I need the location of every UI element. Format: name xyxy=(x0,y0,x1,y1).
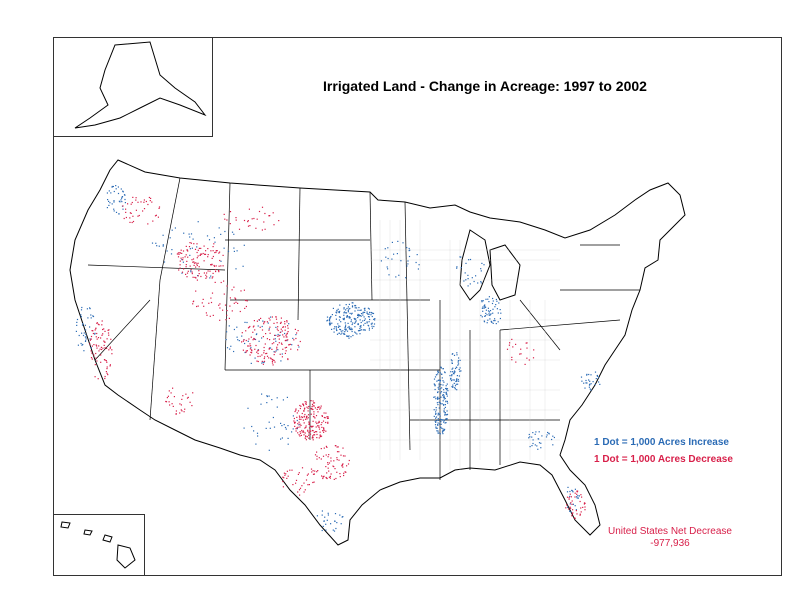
hawaii-big-island xyxy=(116,544,136,569)
legend-increase: 1 Dot = 1,000 Acres Increase xyxy=(594,437,729,448)
net-change-value: -977,936 xyxy=(650,538,690,549)
alaska-shape xyxy=(74,41,207,129)
hawaii-oahu xyxy=(83,529,93,536)
state-boundaries xyxy=(87,177,640,480)
michigan-mitten xyxy=(489,244,521,301)
decrease-dots xyxy=(89,196,586,519)
net-change-note: United States Net Decrease -977,936 xyxy=(600,526,740,550)
great-lakes xyxy=(459,229,491,301)
legend-decrease: 1 Dot = 1,000 Acres Decrease xyxy=(594,454,733,465)
map-title: Irrigated Land - Change in Acreage: 1997… xyxy=(323,78,647,94)
increase-dots xyxy=(75,185,601,532)
alaska-inset xyxy=(53,37,213,137)
contiguous-us-outline xyxy=(69,159,686,546)
hawaii-inset xyxy=(53,514,145,576)
hawaii-maui xyxy=(102,534,113,543)
net-change-label: United States Net Decrease xyxy=(608,526,732,537)
county-lines xyxy=(370,220,560,470)
hawaii-kauai xyxy=(60,521,71,529)
